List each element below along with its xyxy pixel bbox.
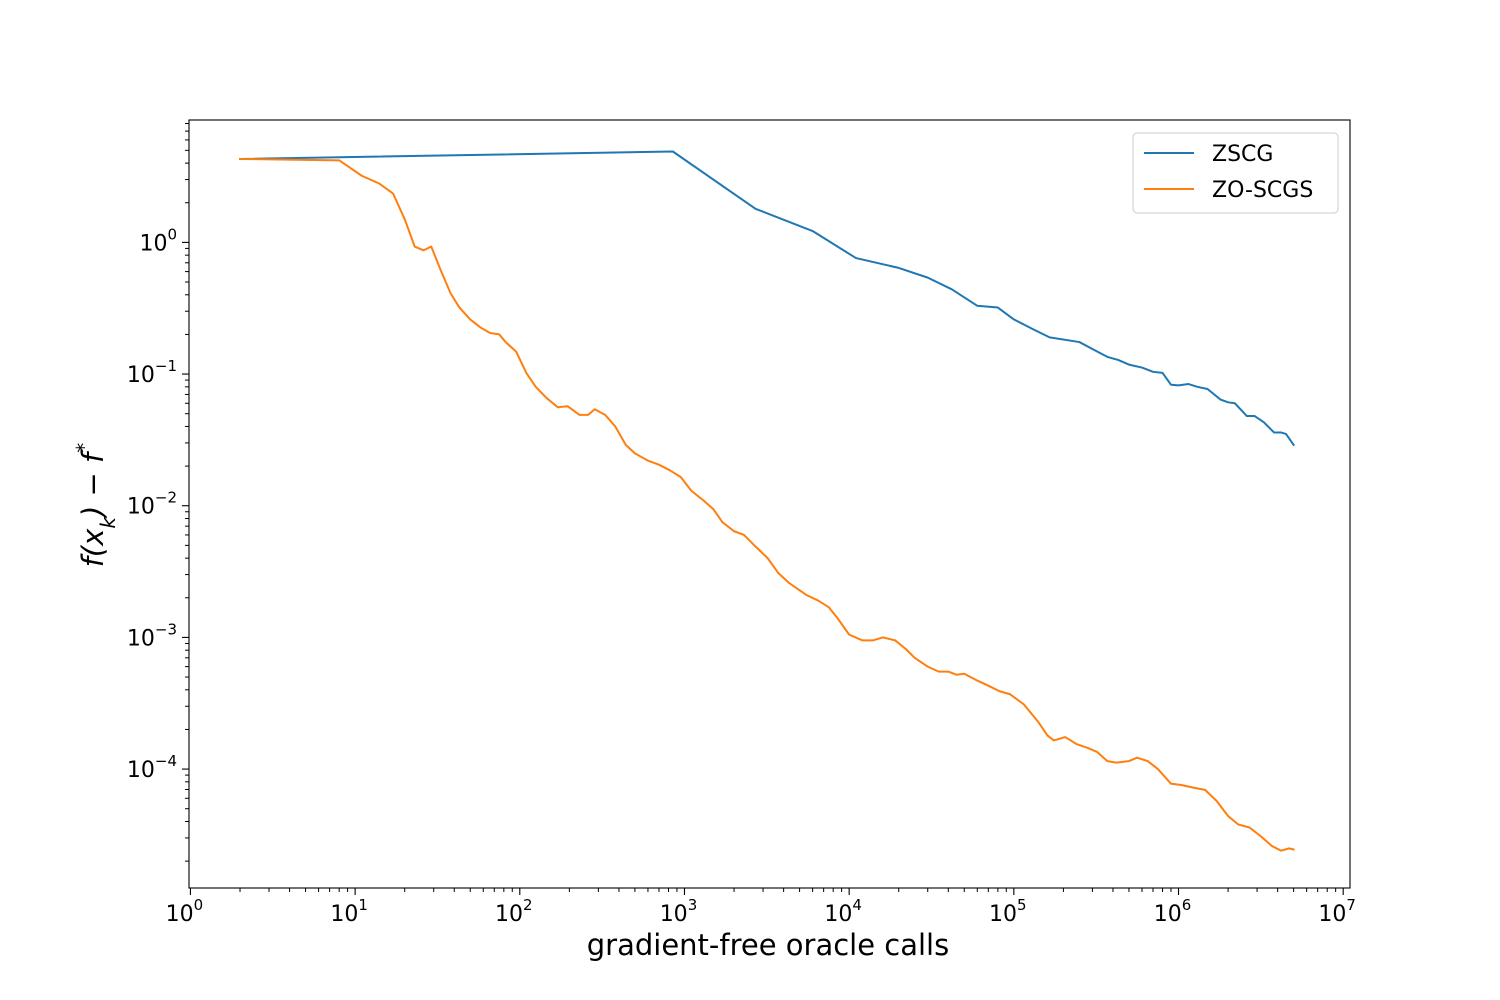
y-axis-label-subscript: k <box>96 516 120 529</box>
y-tick-label: 100 <box>139 225 177 256</box>
x-tick-label: 103 <box>660 896 698 927</box>
y-tick-base: 10 <box>127 758 155 783</box>
series-line-zscg <box>239 150 1296 447</box>
legend: ZSCG ZO-SCGS <box>1132 132 1339 214</box>
y-tick-label: 10−3 <box>127 620 177 651</box>
y-tick-label: 10−1 <box>127 357 177 388</box>
y-tick-base: 10 <box>139 231 167 256</box>
y-axis-label-superscript: * <box>72 443 96 453</box>
x-minor-ticks <box>239 888 1337 892</box>
x-tick-base: 10 <box>660 902 688 927</box>
plot-area <box>189 120 1350 888</box>
x-tick-exponent: 6 <box>1182 896 1192 914</box>
legend-label-zscg: ZSCG <box>1212 142 1273 167</box>
y-minor-ticks <box>185 122 189 862</box>
y-tick-label: 10−4 <box>127 752 177 783</box>
y-tick-exponent: −1 <box>155 357 177 375</box>
x-tick-exponent: 5 <box>1017 896 1027 914</box>
plot-frame <box>188 119 1351 889</box>
y-tick-label: 10−2 <box>127 489 177 520</box>
x-tick-label: 102 <box>495 896 533 927</box>
x-tick-base: 10 <box>989 902 1017 927</box>
y-tick-exponent: −2 <box>155 489 177 507</box>
x-tick-label: 101 <box>330 896 368 927</box>
x-tick-exponent: 1 <box>358 896 368 914</box>
x-tick-base: 10 <box>495 902 523 927</box>
y-tick-exponent: −4 <box>155 752 177 770</box>
x-tick-base: 10 <box>824 902 852 927</box>
x-tick-exponent: 7 <box>1346 896 1356 914</box>
y-axis-label-minus: − <box>76 472 110 496</box>
x-tick-exponent: 4 <box>852 896 862 914</box>
x-tick-exponent: 3 <box>688 896 698 914</box>
series-line-zo-scgs <box>239 157 1295 852</box>
x-tick-label: 100 <box>166 896 204 927</box>
y-tick-base: 10 <box>127 363 155 388</box>
x-axis-ticks: 100 101 102 103 104 105 106 107 <box>166 888 1356 927</box>
x-tick-base: 10 <box>1318 902 1346 927</box>
x-tick-label: 105 <box>989 896 1027 927</box>
x-tick-exponent: 2 <box>523 896 533 914</box>
y-tick-exponent: 0 <box>167 225 177 243</box>
x-axis-label: gradient-free oracle calls <box>587 928 949 962</box>
x-tick-base: 10 <box>1154 902 1182 927</box>
x-tick-label: 104 <box>824 896 862 927</box>
x-tick-label: 106 <box>1154 896 1192 927</box>
x-tick-base: 10 <box>330 902 358 927</box>
x-tick-exponent: 0 <box>194 896 204 914</box>
x-tick-label: 107 <box>1318 896 1356 927</box>
y-tick-exponent: −3 <box>155 620 177 638</box>
series-layer <box>239 150 1296 852</box>
x-tick-base: 10 <box>166 902 194 927</box>
y-tick-base: 10 <box>127 495 155 520</box>
y-tick-base: 10 <box>127 626 155 651</box>
legend-label-zo-scgs: ZO-SCGS <box>1212 178 1313 203</box>
